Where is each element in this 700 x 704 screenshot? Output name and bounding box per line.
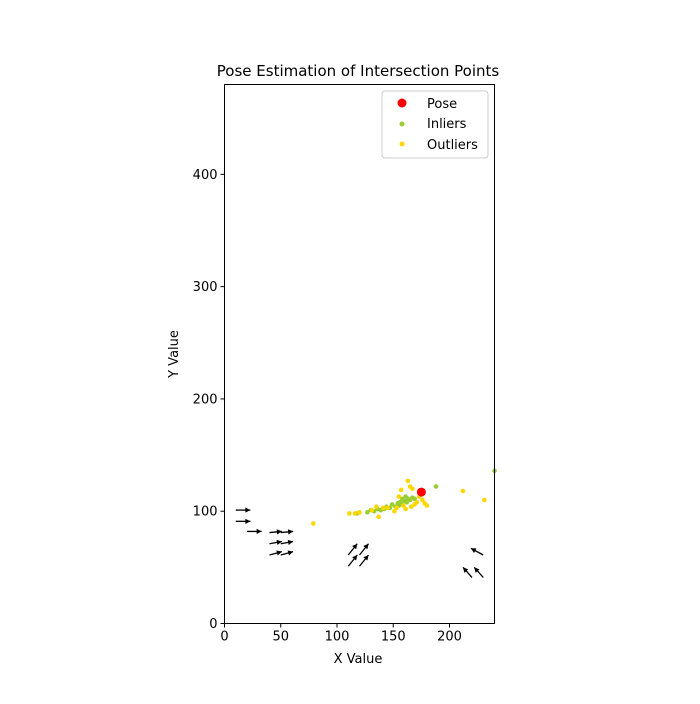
outliers-point (347, 511, 352, 516)
direction-arrow (358, 554, 370, 567)
arrow-head (245, 507, 251, 513)
arrow-head (470, 548, 477, 553)
outliers-point (405, 478, 411, 484)
outliers-point (374, 504, 379, 510)
direction-arrow (462, 566, 473, 578)
direction-arrow (347, 554, 358, 567)
x-tick-label: 150 (381, 630, 406, 645)
y-tick-label: 100 (193, 505, 218, 520)
inliers-point (399, 496, 405, 502)
outliers-point (369, 507, 375, 513)
direction-arrow (347, 543, 358, 556)
inliers-point (389, 502, 395, 507)
outliers-point (424, 503, 430, 508)
legend-outliers-marker (399, 141, 405, 147)
direction-arrow (473, 566, 484, 578)
y-tick-label: 0 (209, 617, 217, 632)
arrow-head (463, 567, 469, 573)
outliers-point (394, 505, 399, 511)
outliers-point (380, 505, 386, 511)
outliers-point (414, 499, 420, 505)
arrow-head (352, 555, 358, 561)
x-tick-label: 100 (325, 630, 350, 645)
direction-arrow (235, 507, 251, 513)
legend-pose-marker (397, 98, 407, 108)
legend-pose-label: Pose (427, 97, 457, 112)
inliers-point (403, 494, 408, 499)
x-axis-label: X Value (334, 652, 383, 667)
legend-inliers-label: Inliers (427, 117, 467, 132)
arrow-head (276, 529, 282, 535)
arrow-head (352, 543, 358, 550)
arrow-head (363, 543, 369, 550)
arrow-head (363, 555, 369, 561)
outliers-point (385, 505, 390, 511)
outliers-point (403, 506, 408, 512)
x-tick-label: 200 (437, 630, 462, 645)
arrow-head (276, 539, 282, 545)
arrow-head (287, 529, 294, 535)
outliers-point (410, 486, 415, 492)
arrow-head (474, 567, 480, 573)
direction-arrow (280, 539, 294, 545)
y-tick-label: 200 (193, 392, 218, 407)
inliers-point (365, 510, 370, 515)
direction-arrow (280, 529, 294, 535)
outliers-point (311, 521, 316, 526)
legend-box (381, 90, 489, 159)
outliers-point (401, 503, 406, 508)
direction-arrow (269, 539, 282, 545)
arrow-head (276, 550, 282, 556)
legend: Pose Inliers Outliers (381, 90, 489, 159)
legend-outliers-label: Outliers (427, 138, 478, 153)
outliers-point (352, 511, 358, 516)
arrow-head (287, 539, 294, 545)
outliers-point (460, 488, 466, 494)
direction-arrow (280, 550, 294, 556)
arrow-layer (235, 507, 484, 578)
direction-arrow (358, 543, 370, 556)
tick-layer: 0 50 100 150 200 0 100 200 300 400 (193, 168, 462, 645)
direction-arrow (235, 518, 251, 524)
arrow-head (287, 550, 294, 556)
outliers-point (392, 508, 397, 514)
x-tick-label: 0 (220, 630, 228, 645)
outliers-point (408, 504, 414, 510)
point-layer (311, 468, 497, 526)
outliers-point (357, 510, 362, 515)
inliers-point (412, 496, 417, 502)
y-axis-label: Y Value (167, 330, 182, 379)
plot-frame (224, 84, 495, 624)
chart-title: Pose Estimation of Intersection Points (217, 62, 500, 80)
direction-arrow (269, 550, 283, 556)
outliers-point (376, 514, 381, 520)
direction-arrow (247, 528, 262, 535)
pose-point (416, 487, 426, 497)
inliers-point (433, 484, 439, 489)
outliers-point (420, 497, 425, 503)
direction-arrow (269, 529, 282, 535)
arrow-head (256, 528, 262, 535)
arrow-head (245, 518, 251, 524)
direction-arrow (470, 547, 484, 556)
y-tick-label: 300 (193, 280, 218, 295)
outliers-point (482, 497, 487, 503)
x-tick-label: 50 (272, 630, 289, 645)
outliers-point (398, 487, 404, 493)
y-tick-label: 400 (193, 168, 218, 183)
legend-inliers-marker (399, 121, 405, 127)
outliers-point (396, 494, 402, 499)
